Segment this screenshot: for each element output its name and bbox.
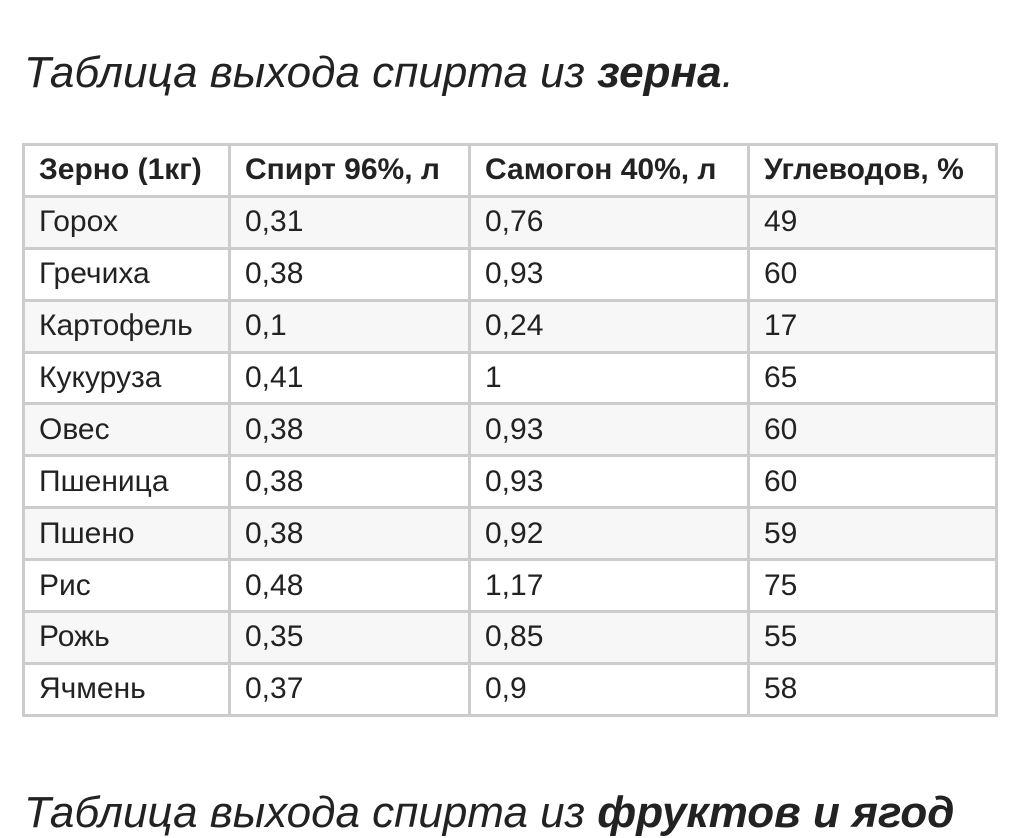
table-cell: 0,1	[228, 298, 471, 354]
heading: Таблица выхода спирта из зерна.	[24, 48, 734, 98]
table-row: Овес 0,38 0,93 60	[22, 402, 998, 458]
header-cell: Самогон 40%, л	[468, 143, 750, 198]
table-cell: 0,85	[468, 610, 750, 665]
table-row: Пшеница 0,38 0,93 60	[22, 454, 998, 510]
heading-text: Таблица выхода спирта из	[24, 788, 598, 837]
table-cell: 0,93	[468, 454, 750, 510]
table-row: Горох 0,31 0,76 49	[22, 194, 998, 250]
table-cell: 0,41	[228, 350, 471, 406]
table-cell: Овес	[22, 402, 231, 458]
table-cell: 49	[747, 194, 998, 250]
table-cell: 0,31	[228, 194, 471, 250]
table-cell: 75	[747, 558, 998, 614]
header-row: Зерно (1кг) Спирт 96%, л Самогон 40%, л Угл…	[22, 143, 998, 198]
table-cell: 0,48	[228, 558, 471, 614]
table-cell: 0,38	[228, 506, 471, 562]
heading-end: .	[721, 48, 734, 97]
table-cell: Пшеница	[22, 454, 231, 510]
table-cell: 0,9	[468, 661, 750, 717]
table-row: Рожь 0,35 0,85 55	[22, 610, 998, 665]
table-cell: 58	[747, 661, 998, 717]
table-cell: 65	[747, 350, 998, 406]
table-cell: 60	[747, 454, 998, 510]
table-cell: 0,37	[228, 661, 471, 717]
table-cell: 59	[747, 506, 998, 562]
table-cell: 0,76	[468, 194, 750, 250]
table-row: Кукуруза 0,41 1 65	[22, 350, 998, 406]
table-cell: Картофель	[22, 298, 231, 354]
table-cell: Рожь	[22, 610, 231, 665]
table-cell: 60	[747, 246, 998, 302]
table-cell: 55	[747, 610, 998, 665]
table-cell: Ячмень	[22, 661, 231, 717]
table-cell: 0,93	[468, 246, 750, 302]
table-cell: 17	[747, 298, 998, 354]
table-row: Ячмень 0,37 0,9 58	[22, 661, 998, 717]
table-cell: 0,38	[228, 246, 471, 302]
table-cell: Гречиха	[22, 246, 231, 302]
yield-table: Зерно (1кг) Спирт 96%, л Самогон 40%, л Угл…	[22, 143, 998, 717]
header-cell: Зерно (1кг)	[22, 143, 231, 198]
table-body: Горох 0,31 0,76 49 Гречиха 0,38 0,93 60 Картофел…	[22, 194, 998, 717]
table-row: Рис 0,48 1,17 75	[22, 558, 998, 614]
table-cell: Кукуруза	[22, 350, 231, 406]
table-cell: 60	[747, 402, 998, 458]
table-row: Картофель 0,1 0,24 17	[22, 298, 998, 354]
heading: Таблица выхода спирта из фруктов и ягод	[24, 788, 954, 838]
heading-bold: фруктов и ягод	[597, 788, 955, 837]
table-cell: 0,92	[468, 506, 750, 562]
table-cell: 0,35	[228, 610, 471, 665]
header-cell: Спирт 96%, л	[228, 143, 471, 198]
heading-text: Таблица выхода спирта из	[24, 48, 598, 97]
heading-bold: зерна	[597, 48, 722, 97]
table-cell: 0,38	[228, 402, 471, 458]
table-cell: Горох	[22, 194, 231, 250]
table-cell: 0,38	[228, 454, 471, 510]
table-cell: 0,24	[468, 298, 750, 354]
table-cell: 1,17	[468, 558, 750, 614]
table-row: Пшено 0,38 0,92 59	[22, 506, 998, 562]
table-cell: Пшено	[22, 506, 231, 562]
table-row: Гречиха 0,38 0,93 60	[22, 246, 998, 302]
table-cell: Рис	[22, 558, 231, 614]
header-cell: Углеводов, %	[747, 143, 998, 198]
table-cell: 0,93	[468, 402, 750, 458]
table-cell: 1	[468, 350, 750, 406]
